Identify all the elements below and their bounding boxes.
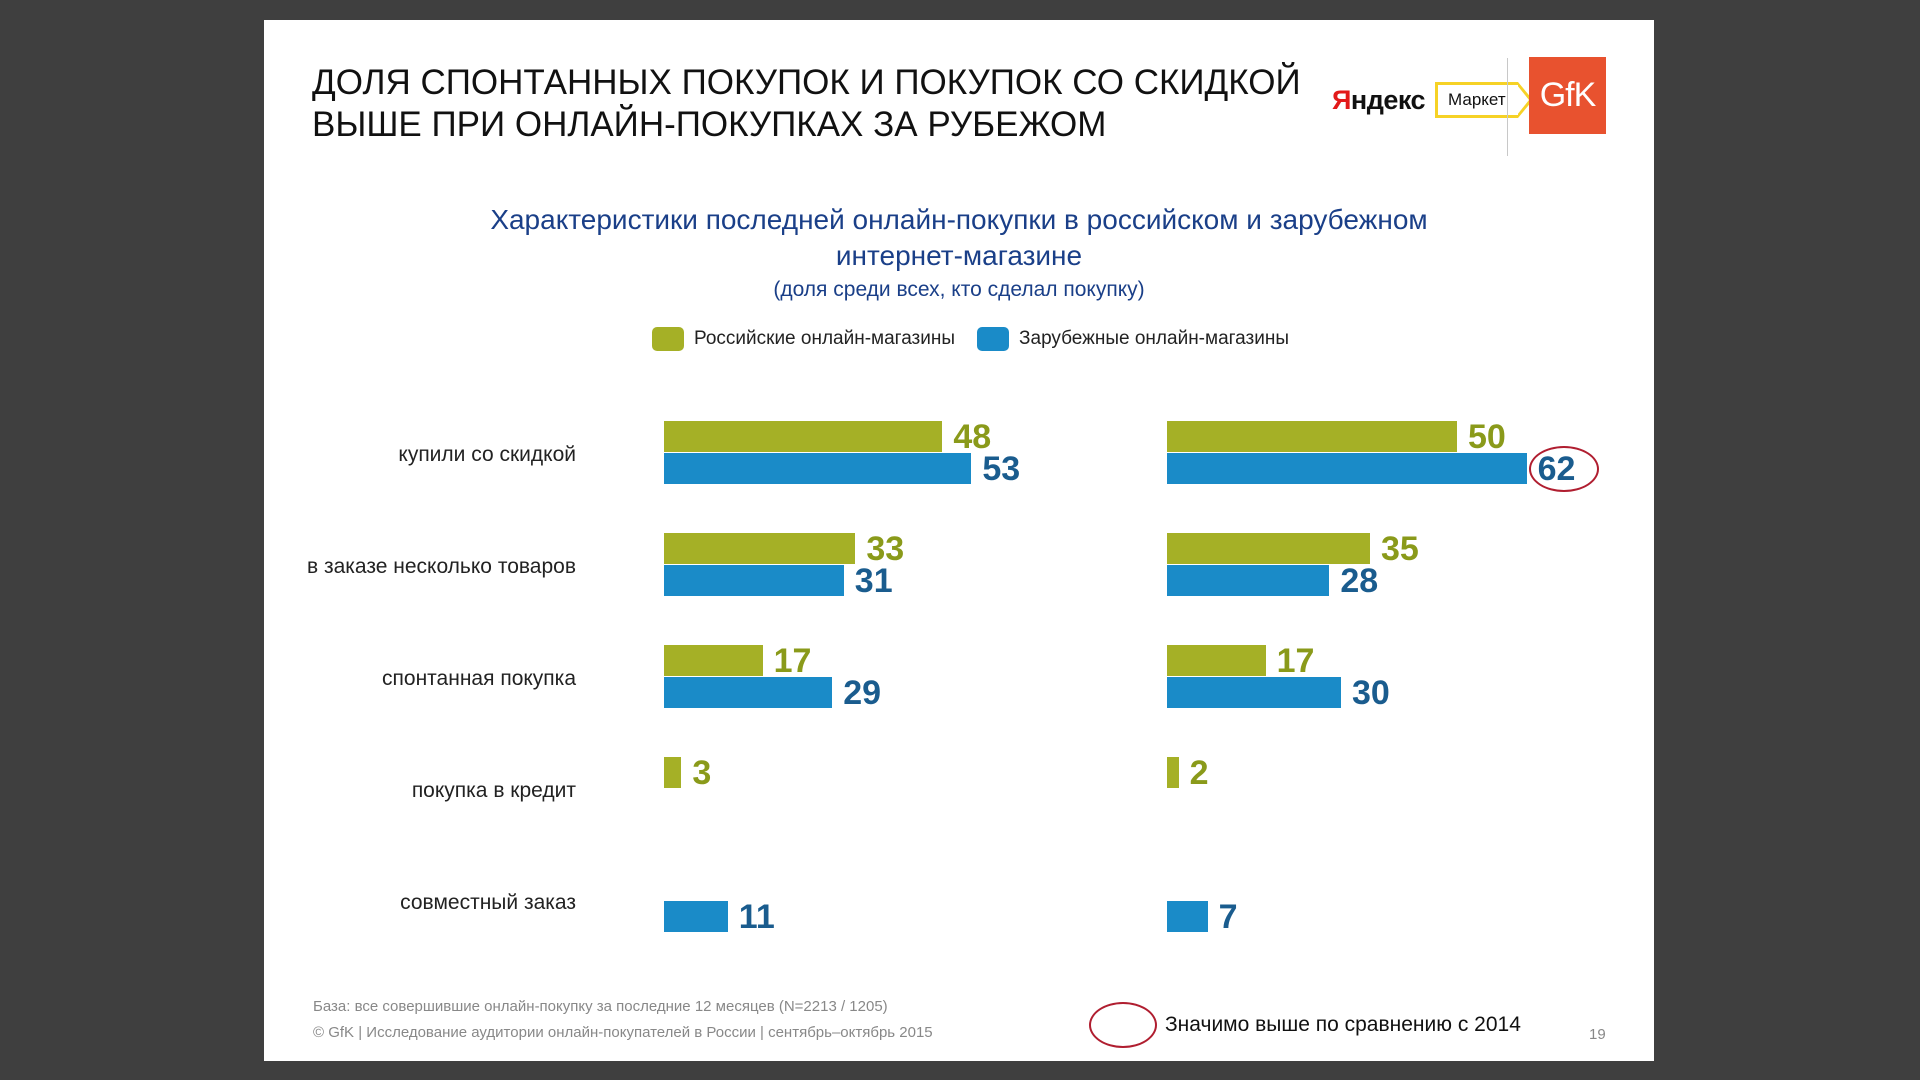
bar-russian-panel-2 (1167, 645, 1266, 676)
data-label-russian: 48 (953, 418, 992, 456)
bar-russian-panel-2 (1167, 533, 1370, 564)
data-label-russian: 17 (773, 642, 812, 680)
legend-label-russian: Российские онлайн-магазины (694, 328, 956, 349)
bar-foreign-panel-2 (1167, 565, 1330, 596)
market-badge: Маркет (1435, 82, 1533, 118)
legend-swatch-foreign (977, 327, 1010, 351)
significance-legend-text: Значимо выше по сравнению с 2014 (1165, 1013, 1521, 1036)
legend-item-russian: Российские онлайн-магазины (652, 327, 955, 351)
yandex-market-logo: Яндекс Маркет (1332, 80, 1533, 120)
legend-label-foreign: Зарубежные онлайн-магазины (1019, 328, 1289, 349)
legend-swatch-russian (652, 327, 684, 351)
bar-russian-panel-1 (664, 757, 682, 788)
chart-title-line-2: интернет-магазине (835, 240, 1083, 271)
slide: ДОЛЯ СПОНТАННЫХ ПОКУПОК И ПОКУПОК СО СКИ… (264, 20, 1654, 1061)
chart-legend: Российские онлайн-магазины Зарубежные он… (652, 326, 1311, 352)
category-label: купили со скидкой (398, 443, 576, 466)
significance-oval-icon (1089, 1002, 1157, 1048)
yandex-wordmark: Яндекс (1332, 84, 1426, 115)
logo-divider (1507, 58, 1508, 156)
chart-subtitle: (доля среди всех, кто сделал покупку) (773, 278, 1145, 301)
bar-foreign-panel-2 (1167, 453, 1527, 484)
gfk-logo: GfK (1529, 57, 1606, 134)
bar-russian-panel-1 (664, 645, 763, 676)
bar-foreign-panel-2 (1167, 901, 1208, 932)
page-title-line-2: ВЫШЕ ПРИ ОНЛАЙН-ПОКУПКАХ ЗА РУБЕЖОМ (312, 105, 1107, 144)
data-label-foreign: 30 (1352, 674, 1390, 712)
footnote-base: База: все совершившие онлайн-покупку за … (313, 998, 888, 1015)
chart-title-line-1: Характеристики последней онлайн-покупки … (490, 204, 1428, 235)
data-label-foreign: 11 (738, 898, 775, 936)
data-label-foreign: 7 (1218, 898, 1238, 936)
bar-foreign-panel-2 (1167, 677, 1341, 708)
data-label-foreign: 53 (982, 450, 1021, 488)
category-label: спонтанная покупка (382, 667, 576, 690)
significance-legend: Значимо выше по сравнению с 2014 (1089, 1002, 1521, 1048)
bar-foreign-panel-1 (664, 565, 844, 596)
data-label-russian: 2 (1189, 754, 1209, 792)
data-label-russian: 35 (1381, 530, 1419, 568)
bar-foreign-panel-1 (664, 901, 728, 932)
data-label-foreign: 31 (854, 562, 893, 600)
data-label-russian: 50 (1468, 418, 1506, 456)
bar-foreign-panel-1 (664, 453, 972, 484)
category-label: совместный заказ (400, 891, 576, 914)
category-label: в заказе несколько товаров (306, 555, 576, 578)
data-label-foreign: 29 (843, 674, 882, 712)
bar-foreign-panel-1 (664, 677, 833, 708)
legend-item-foreign: Зарубежные онлайн-магазины (977, 327, 1289, 351)
data-label-foreign: 28 (1340, 562, 1379, 600)
footnote-source: © GfK | Исследование аудитории онлайн-по… (313, 1024, 933, 1041)
data-label-russian: 3 (692, 754, 712, 792)
page-title-line-1: ДОЛЯ СПОНТАННЫХ ПОКУПОК И ПОКУПОК СО СКИ… (312, 63, 1301, 102)
data-label-russian: 17 (1276, 642, 1315, 680)
bar-russian-panel-2 (1167, 421, 1457, 452)
page-title: ДОЛЯ СПОНТАННЫХ ПОКУПОК И ПОКУПОК СО СКИ… (312, 62, 1342, 146)
significance-highlight-oval (1528, 446, 1599, 492)
bar-russian-panel-1 (664, 421, 943, 452)
page-number: 19 (1589, 1026, 1606, 1043)
bar-russian-panel-1 (664, 533, 856, 564)
bar-russian-panel-2 (1167, 757, 1179, 788)
data-label-russian: 33 (866, 530, 905, 568)
category-label: покупка в кредит (411, 779, 576, 802)
